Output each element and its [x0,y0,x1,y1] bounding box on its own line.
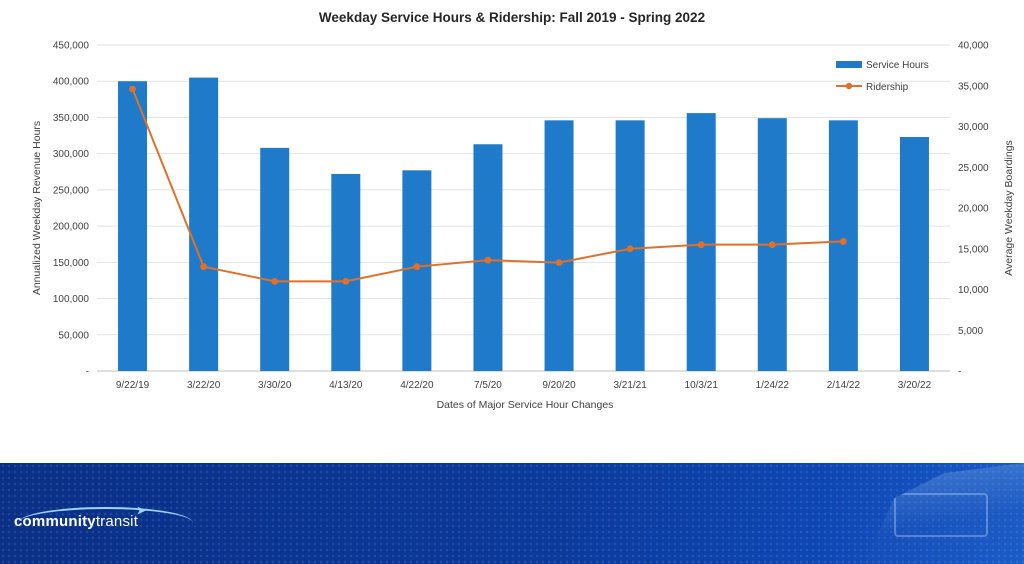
y-tick-label: 50,000 [58,330,89,341]
x-tick-label: 9/20/20 [542,380,576,391]
y-tick-label: 400,000 [53,77,90,88]
ridership-point [271,277,279,285]
ridership-point [768,241,776,249]
y-axis-ticks: - 50,000 100,000 150,000 200,000 250,000 300,0… [53,41,90,378]
y-tick-label: 100,000 [53,294,90,305]
y2-axis-title: Average Weekday Boardings [1003,140,1015,276]
x-tick-label: 4/13/20 [329,380,363,391]
y-axis-title: Annualized Weekday Revenue Hours [31,121,43,295]
legend-label-ridership: Ridership [866,82,909,93]
legend-label-service-hours: Service Hours [866,60,929,71]
y-tick-label: 350,000 [53,113,90,124]
y2-tick-label: 25,000 [958,163,989,174]
y2-tick-label: 35,000 [958,81,989,92]
ridership-point [484,256,492,264]
x-tick-label: 3/20/22 [898,380,932,391]
y2-tick-label: - [958,367,961,378]
y2-tick-label: 20,000 [958,204,989,215]
legend: Service Hours Ridership [836,60,929,93]
x-tick-label: 10/3/21 [685,380,719,391]
bus-graphic [864,463,1024,564]
y-tick-label: 150,000 [53,258,90,269]
x-tick-label: 1/24/22 [756,380,790,391]
legend-swatch-ridership-marker [845,82,853,90]
x-axis-title: Dates of Major Service Hour Changes [437,399,614,411]
y-tick-label: 300,000 [53,149,90,160]
bar [118,81,148,371]
ridership-point [555,259,563,267]
y-tick-label: 250,000 [53,185,90,196]
ridership-point [626,245,634,253]
y-tick-label: 200,000 [53,222,90,233]
bar [402,170,432,371]
bar [899,137,929,371]
bar [544,120,574,371]
bar [260,147,290,371]
ridership-point [697,241,705,249]
x-axis-ticks: 9/22/19 3/22/20 3/30/20 4/13/20 4/22/20 7/5/2… [116,380,932,391]
legend-swatch-service-hours [836,61,862,68]
footer-banner: communitytransit ➤ [0,463,1024,564]
logo-swoosh-icon [18,507,193,523]
x-tick-label: 9/22/19 [116,380,150,391]
y-tick-label: 450,000 [53,41,90,52]
y2-tick-label: 15,000 [958,244,989,255]
x-tick-label: 2/14/22 [827,380,861,391]
bar [189,77,219,371]
ridership-point [200,263,208,271]
y-tick-label: - [86,367,89,378]
y2-axis-ticks: - 5,000 10,000 15,000 20,000 25,000 30,000 35,0… [958,41,989,378]
line-series [129,85,847,285]
bar [828,120,858,371]
chart: Weekday Service Hours & Ridership: Fall … [31,10,1015,411]
y2-tick-label: 30,000 [958,122,989,133]
ridership-point [839,238,847,245]
bar-series [118,77,929,372]
x-tick-label: 4/22/20 [400,380,434,391]
x-tick-label: 3/21/21 [613,380,647,391]
chart-title: Weekday Service Hours & Ridership: Fall … [319,10,705,25]
gridlines [97,44,950,372]
x-tick-label: 3/22/20 [187,380,221,391]
ridership-point [342,277,350,285]
logo-arrow-icon: ➤ [136,505,147,517]
ridership-point [129,85,136,93]
chart-panel: Weekday Service Hours & Ridership: Fall … [31,10,1015,411]
community-transit-logo: communitytransit ➤ [14,505,193,541]
ridership-point [413,263,421,271]
x-tick-label: 3/30/20 [258,380,292,391]
y2-tick-label: 10,000 [958,285,989,296]
bar [331,173,361,371]
y2-tick-label: 40,000 [958,41,989,52]
x-tick-label: 7/5/20 [474,380,502,391]
y2-tick-label: 5,000 [958,326,983,337]
